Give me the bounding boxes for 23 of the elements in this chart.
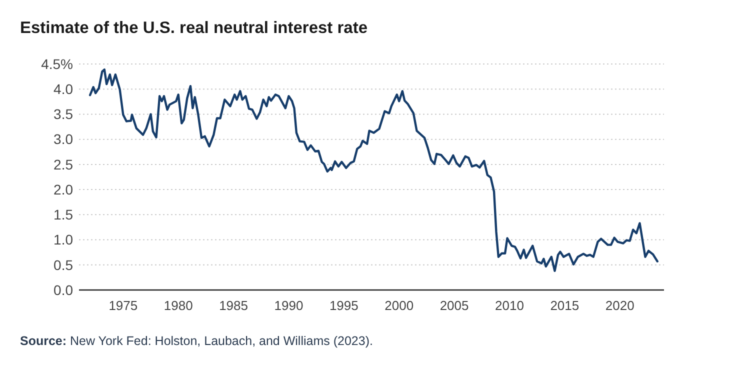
y-tick-label: 4.0	[54, 81, 74, 98]
y-tick-label: 3.5	[54, 106, 74, 122]
y-tick-label: 4.5%	[41, 56, 73, 72]
x-tick-label: 2010	[495, 298, 524, 313]
x-tick-label: 2015	[550, 298, 580, 313]
source-note: Source: New York Fed: Holston, Laubach, and Williams (2023).	[20, 334, 373, 348]
y-tick-label: 0.5	[54, 256, 74, 273]
x-tick-label: 1990	[274, 298, 304, 313]
x-tick-label: 1980	[164, 298, 193, 313]
x-tick-label: 1975	[108, 298, 138, 313]
line-series	[88, 68, 658, 272]
chart-title: Estimate of the U.S. real neutral interest rate	[20, 19, 368, 37]
y-tick-label: 1.0	[54, 232, 74, 248]
y-tick-label: 1.5	[54, 206, 74, 223]
x-tick-label: 2020	[605, 298, 634, 313]
x-tick-label: 2000	[384, 298, 414, 313]
y-tick-label: 2.5	[54, 156, 74, 172]
x-tick-label: 2005	[440, 298, 469, 313]
x-tick-label: 1985	[219, 298, 248, 313]
y-tick-label: 2.0	[54, 181, 74, 198]
x-tick-label: 1995	[329, 298, 358, 313]
y-tick-label: 0.0	[54, 282, 74, 298]
y-tick-label: 3.0	[54, 131, 74, 148]
